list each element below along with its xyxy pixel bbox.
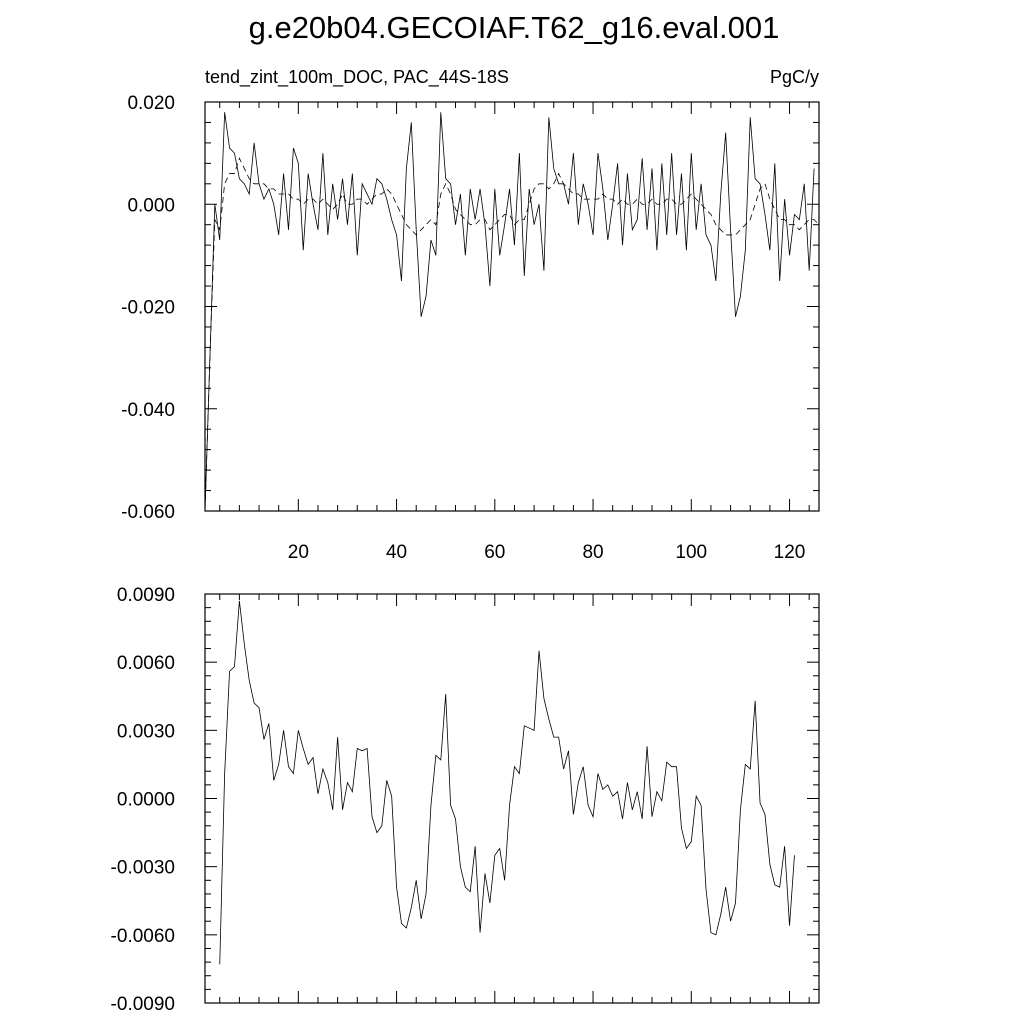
- series-line-dashed: [204, 157, 820, 512]
- y-tick-label: -0.0060: [111, 926, 175, 947]
- bottom-chart-panel: -0.0090 -0.0060 -0.0030 0.0000 0.0030 0.0060 0…: [111, 585, 820, 1015]
- y-tick-label: -0.060: [121, 502, 175, 523]
- y-tick-label: 0.0030: [117, 721, 175, 742]
- series-line-solid: [204, 112, 815, 512]
- bottom-chart-frame: [204, 593, 820, 1004]
- y-tick-label: -0.0030: [111, 858, 175, 879]
- top-chart-left-label: tend_zint_100m_DOC, PAC_44S-18S: [205, 67, 509, 88]
- x-tick-label: 40: [386, 542, 407, 563]
- y-tick-label: -0.0090: [111, 994, 175, 1015]
- bottom-chart-series: [219, 600, 795, 965]
- x-tick-label: 80: [582, 542, 603, 563]
- y-tick-label: 0.020: [127, 93, 175, 114]
- y-tick-label: 0.0000: [117, 790, 175, 811]
- x-tick-label: 20: [288, 542, 309, 563]
- x-tick-label: 100: [675, 542, 707, 563]
- y-tick-label: 0.000: [127, 195, 175, 216]
- series-line-solid: [219, 600, 795, 965]
- x-tick-label: 60: [484, 542, 505, 563]
- top-chart-ticks: -0.060 -0.040 -0.020 0.000 0.020 20 40 60 80 100 1…: [121, 93, 819, 563]
- y-tick-label: -0.020: [121, 298, 175, 319]
- y-tick-label: 0.0060: [117, 653, 175, 674]
- y-tick-label: 0.0090: [117, 585, 175, 606]
- bottom-chart-ticks: -0.0090 -0.0060 -0.0030 0.0000 0.0030 0.0060 0…: [111, 585, 819, 1015]
- figure-title: g.e20b04.GECOIAF.T62_g16.eval.001: [249, 10, 780, 45]
- top-chart-panel: tend_zint_100m_DOC, PAC_44S-18S PgC/y -0…: [121, 67, 820, 563]
- top-chart-series: [204, 112, 820, 512]
- y-tick-label: -0.040: [121, 400, 175, 421]
- x-tick-label: 120: [774, 542, 806, 563]
- top-chart-units-label: PgC/y: [770, 67, 819, 87]
